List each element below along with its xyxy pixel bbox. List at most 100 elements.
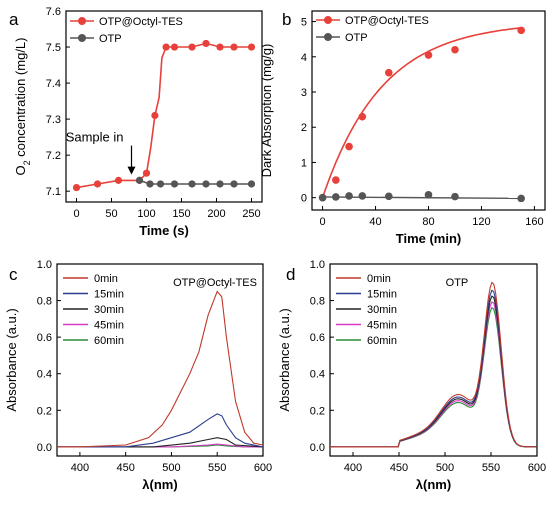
- y-tick-label: 1: [301, 157, 307, 169]
- series-line: [330, 306, 537, 448]
- x-tick-label: 500: [436, 462, 454, 474]
- y-tick-label: 0.4: [310, 369, 325, 381]
- x-tick-label: 600: [254, 462, 272, 474]
- y-tick-label: 0.2: [310, 405, 325, 417]
- data-point: [216, 180, 224, 188]
- x-tick-label: 0: [320, 216, 326, 228]
- y-tick-label: 1.0: [37, 259, 52, 271]
- x-tick-label: 200: [207, 208, 225, 220]
- legend-label: OTP: [99, 33, 122, 45]
- legend-label: 60min: [367, 335, 397, 347]
- legend-label: 0min: [367, 273, 391, 285]
- legend-label: 15min: [367, 289, 397, 301]
- annotation-arrowhead: [127, 166, 136, 175]
- plot-frame: [329, 263, 538, 457]
- y-tick-label: 1.0: [310, 259, 325, 271]
- legend-label: OTP@Octyl-TES: [345, 15, 429, 27]
- data-point: [135, 176, 144, 184]
- y-tick-label: 0.8: [37, 296, 52, 308]
- data-point: [247, 43, 256, 51]
- y-tick-label: 7.2: [46, 150, 61, 162]
- data-point: [451, 45, 459, 54]
- y-label-part: O: [13, 165, 28, 175]
- x-tick-label: 550: [208, 462, 226, 474]
- panel-b: 0 40 80 120 160 0 1 2 3 4 5 Time (min) Dark Absorpti…: [259, 10, 546, 246]
- data-point: [162, 43, 170, 51]
- legend-label: 45min: [367, 320, 397, 332]
- y-tick-label: 4: [301, 52, 307, 64]
- legend-marker: [324, 16, 332, 24]
- x-tick-label: 600: [528, 462, 546, 474]
- data-point: [424, 191, 433, 199]
- data-point: [517, 26, 525, 35]
- panel-letter: c: [9, 265, 18, 284]
- data-point: [345, 142, 353, 151]
- series-line: [76, 42, 252, 189]
- y-tick-label: 0.6: [310, 332, 325, 344]
- data-point: [384, 68, 393, 77]
- data-point: [93, 180, 102, 188]
- y-tick-label: 7.4: [46, 78, 61, 90]
- x-tick-label: 50: [105, 208, 117, 220]
- annotation-text: Sample in: [66, 130, 124, 145]
- panel-title: OTP: [446, 277, 469, 289]
- legend-label: 0min: [94, 273, 118, 285]
- x-tick-label: 160: [525, 216, 543, 228]
- legend-marker: [78, 17, 86, 25]
- panel-a: 0 50 100 150 200 250 7.1 7.2 7.3 7.4 7.5 7.6 Time (s…: [9, 6, 263, 238]
- x-axis-label: λ(nm): [416, 477, 451, 492]
- x-tick-label: 550: [482, 462, 500, 474]
- data-point: [146, 180, 154, 188]
- fit-curve: [321, 27, 522, 198]
- x-tick-label: 150: [172, 208, 190, 220]
- data-point: [170, 43, 179, 51]
- series-line: [57, 437, 264, 448]
- y-tick-label: 3: [301, 87, 307, 99]
- panel-letter: d: [286, 265, 295, 284]
- y-tick-label: 0.8: [310, 296, 325, 308]
- x-tick-label: 400: [71, 462, 89, 474]
- data-point: [332, 176, 340, 184]
- y-tick-label: 0.0: [37, 442, 52, 454]
- y-tick-label: 7.5: [46, 42, 61, 54]
- x-axis-label: λ(nm): [142, 477, 177, 492]
- legend-label: 30min: [94, 304, 124, 316]
- y-label-sub: 2: [22, 160, 32, 165]
- data-point: [384, 192, 393, 201]
- legend-marker: [324, 33, 332, 41]
- data-point: [202, 39, 210, 48]
- y-label-part: concentration (mg/L): [13, 38, 28, 161]
- data-point: [114, 176, 123, 184]
- data-point: [517, 194, 525, 203]
- panel-letter: b: [282, 10, 291, 29]
- y-axis-label: Dark Absorption (mg/g): [259, 44, 274, 178]
- data-point: [247, 180, 256, 188]
- legend-marker: [78, 34, 86, 42]
- panel-title: OTP@Octyl-TES: [173, 277, 257, 289]
- data-point: [451, 192, 459, 201]
- x-tick-label: 40: [369, 216, 381, 228]
- data-point: [188, 180, 196, 188]
- y-tick-label: 7.3: [46, 114, 61, 126]
- y-axis-label: Absorbance (a.u.): [277, 308, 292, 411]
- plot-frame: [65, 10, 263, 203]
- data-point: [345, 192, 353, 200]
- data-point: [318, 193, 327, 202]
- y-tick-label: 2: [301, 122, 307, 134]
- x-tick-label: 120: [472, 216, 490, 228]
- panel-c: 400 450 500 550 600 0.0 0.2 0.4 0.6 0.8 1.0 λ(nm) Ab…: [4, 259, 272, 492]
- y-tick-label: 7.1: [46, 186, 61, 198]
- data-point: [358, 112, 367, 121]
- data-point: [188, 43, 196, 51]
- legend-label: OTP: [345, 32, 368, 44]
- x-tick-label: 450: [390, 462, 408, 474]
- x-tick-label: 400: [344, 462, 362, 474]
- x-axis-label: Time (s): [139, 223, 189, 238]
- data-point: [142, 169, 151, 177]
- y-tick-label: 7.6: [46, 6, 61, 18]
- x-tick-label: 80: [422, 216, 434, 228]
- y-tick-label: 0: [301, 193, 307, 205]
- panel-letter: a: [9, 10, 19, 29]
